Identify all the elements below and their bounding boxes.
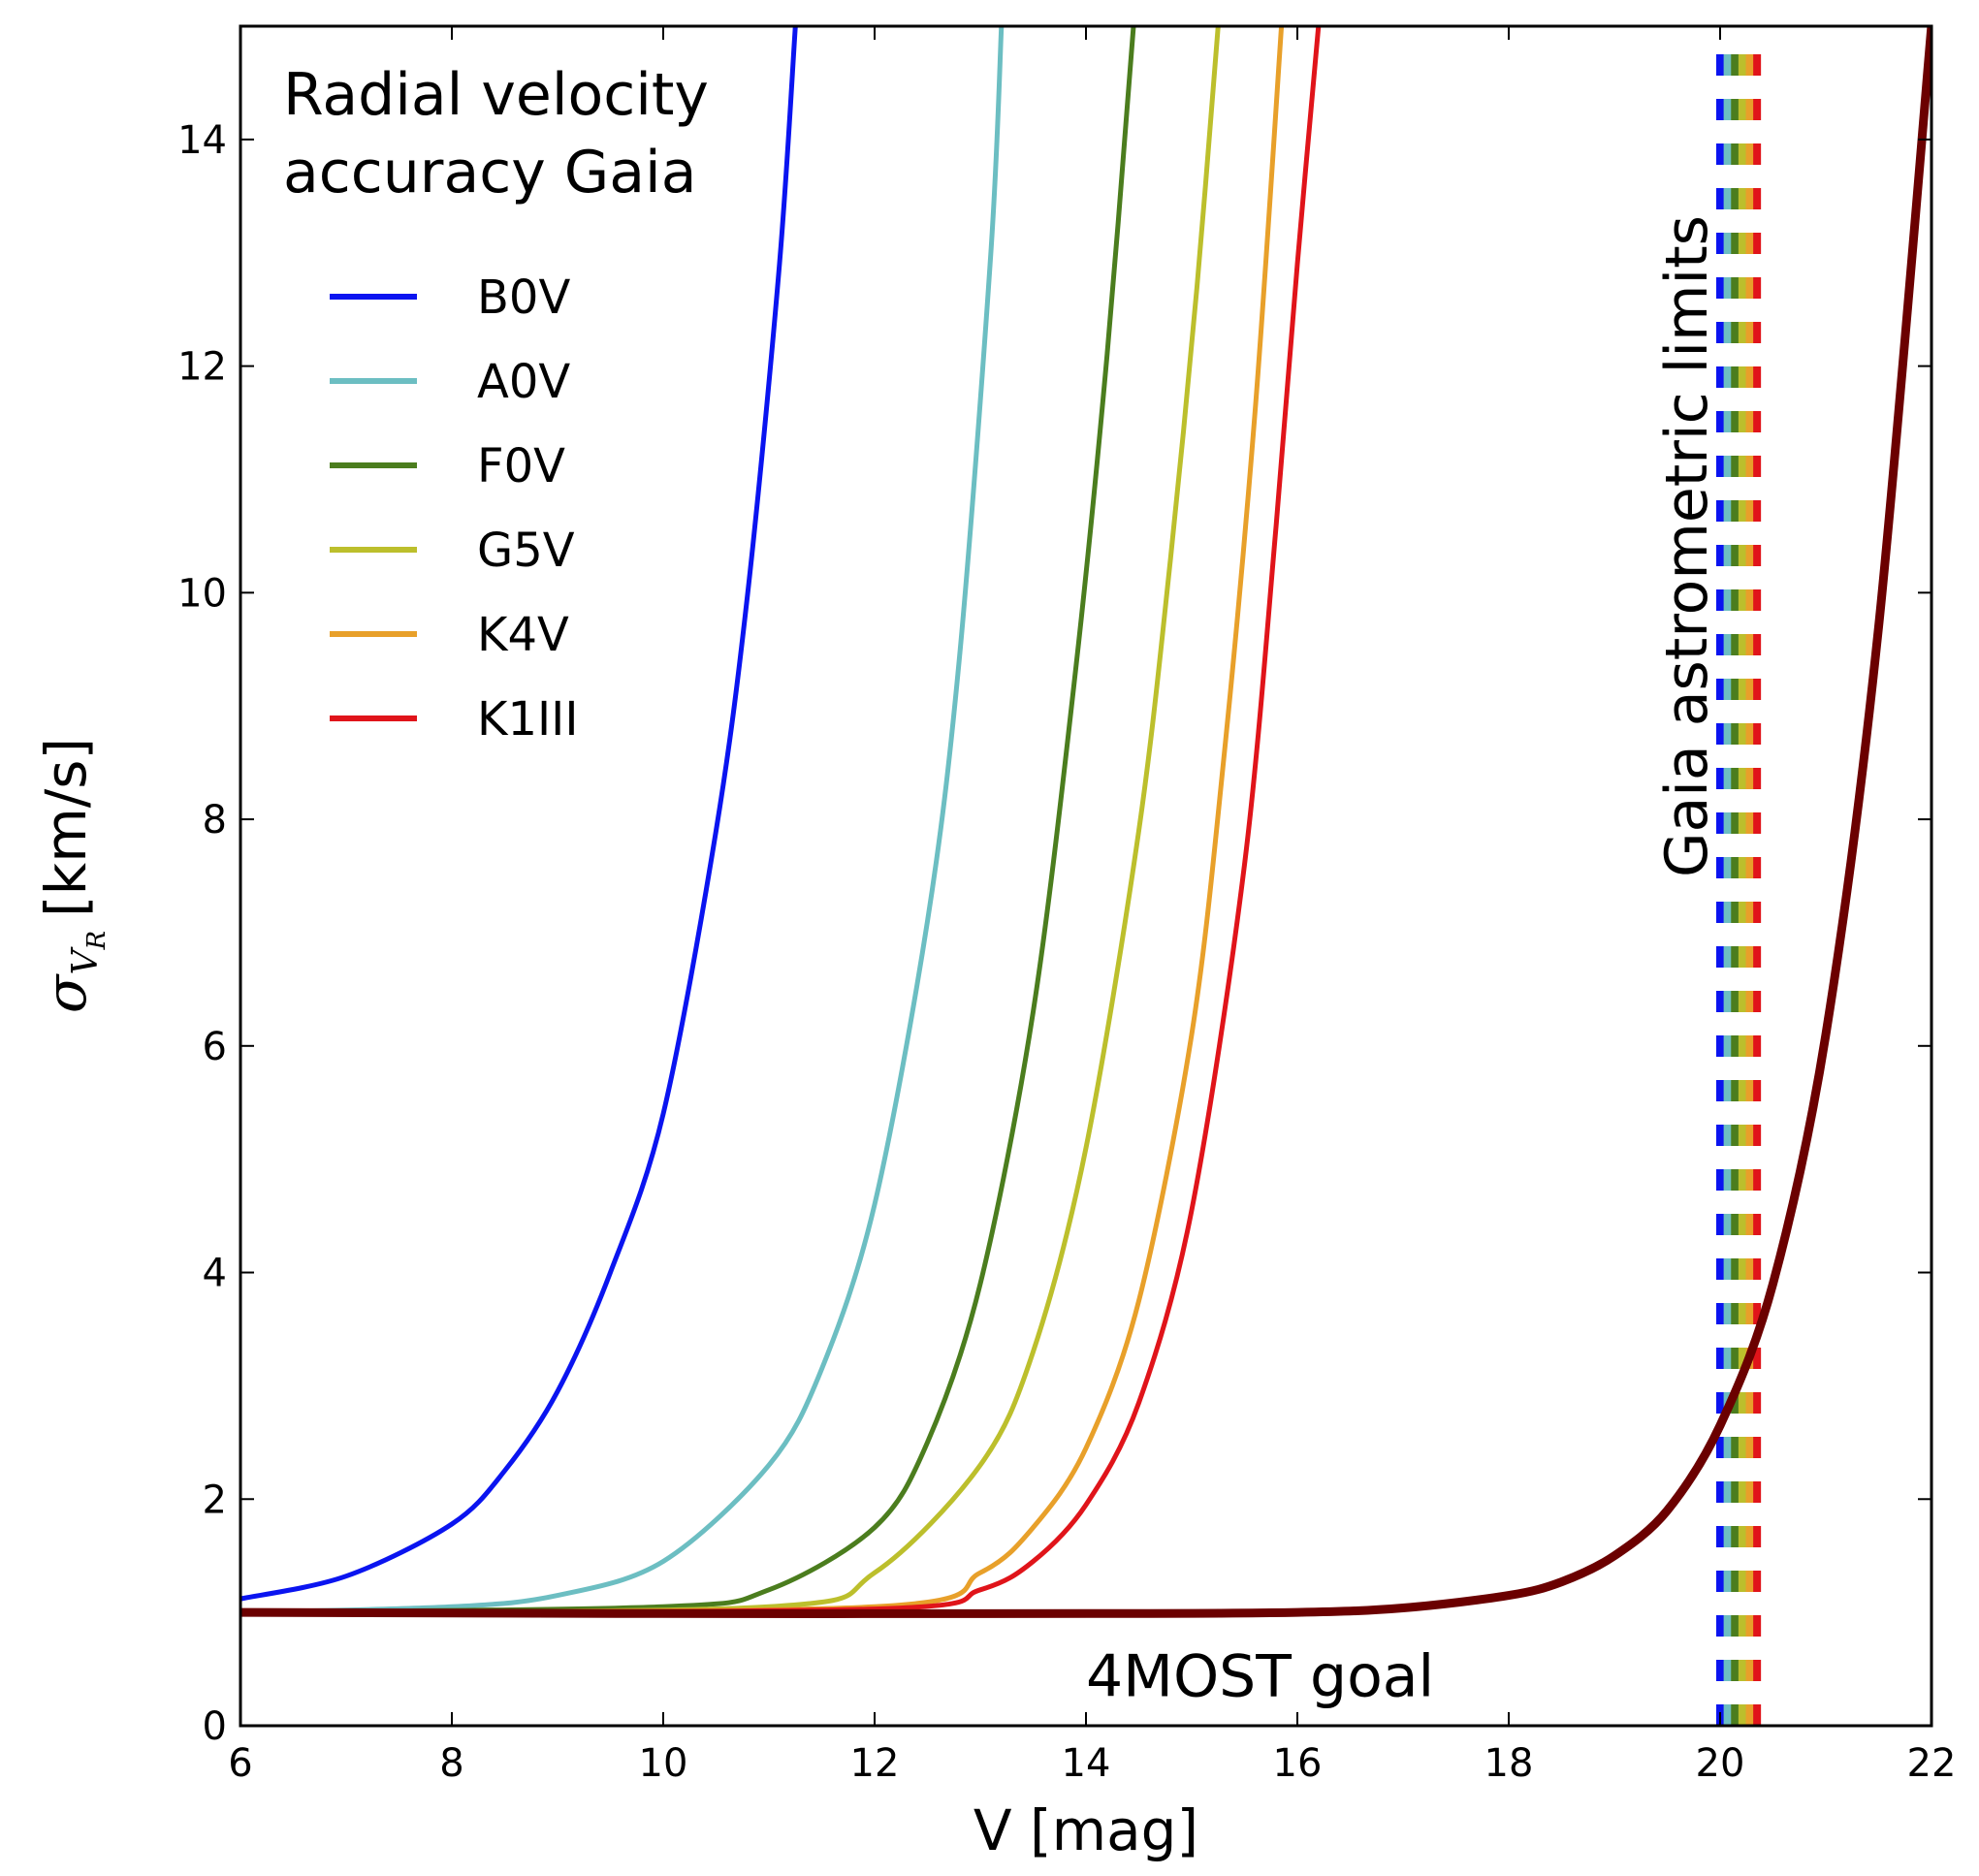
y-axis-label-sub: V [66, 946, 106, 975]
x-axis-ticks: 6 8 10 12 14 16 18 20 22 [228, 26, 1956, 1786]
series-line-4most-goal [240, 26, 1931, 1618]
legend-label-k1iii: K1III [477, 692, 578, 747]
y-axis-label: σVR [km/s] [33, 738, 112, 1013]
plot-area [240, 26, 1931, 1726]
legend-label-a0v: A0V [477, 355, 570, 409]
x-tick-label: 14 [1062, 1741, 1111, 1786]
legend-label-f0v: F0V [477, 439, 565, 493]
series-line-b0v [240, 26, 798, 1602]
legend-entries: B0V A0V F0V G5V K4V K1III [330, 270, 578, 747]
series-line-a0v [240, 26, 1005, 1615]
y-tick-label: 10 [177, 571, 227, 616]
x-tick-label: 22 [1907, 1741, 1957, 1786]
x-tick-label: 6 [228, 1741, 252, 1786]
y-axis-label-units: [km/s] [33, 738, 99, 917]
legend-title-line-2: accuracy Gaia [283, 139, 696, 207]
x-tick-label: 8 [439, 1741, 463, 1786]
y-tick-label: 4 [203, 1252, 227, 1296]
y-tick-label: 6 [203, 1025, 227, 1069]
x-tick-label: 18 [1484, 1741, 1534, 1786]
legend-title-line-1: Radial velocity [283, 61, 709, 129]
x-axis-label: V [mag] [974, 1797, 1198, 1863]
x-tick-label: 10 [639, 1741, 688, 1786]
series-lines [240, 26, 1931, 1618]
y-tick-label: 14 [177, 118, 227, 163]
x-tick-label: 12 [850, 1741, 900, 1786]
series-line-f0v [240, 26, 1136, 1615]
goal-annotation: 4MOST goal [1086, 1642, 1434, 1710]
y-tick-label: 12 [177, 345, 227, 390]
y-axis-label-symbol: σ [33, 973, 99, 1013]
legend-label-b0v: B0V [477, 270, 570, 325]
y-axis-label-subsub: R [82, 931, 112, 951]
svg-text:σVR[km/s]: σVR [km/s] [33, 738, 112, 1013]
y-tick-label: 2 [203, 1478, 227, 1522]
y-tick-label: 8 [203, 798, 227, 843]
legend: Radial velocity accuracy Gaia B0V A0V F0V G… [283, 61, 709, 747]
series-line-g5v [240, 26, 1221, 1615]
y-axis-ticks: 0 2 4 6 8 10 12 14 [177, 118, 1931, 1749]
x-tick-label: 16 [1273, 1741, 1323, 1786]
gaia-limit-lines [1716, 36, 1762, 1726]
y-tick-label: 0 [203, 1704, 227, 1749]
series-line-k1iii [240, 26, 1322, 1615]
x-tick-label: 20 [1696, 1741, 1745, 1786]
gaia-limits-label: Gaia astrometric limits [1653, 215, 1721, 877]
legend-label-k4v: K4V [477, 608, 569, 662]
legend-label-g5v: G5V [477, 524, 575, 578]
